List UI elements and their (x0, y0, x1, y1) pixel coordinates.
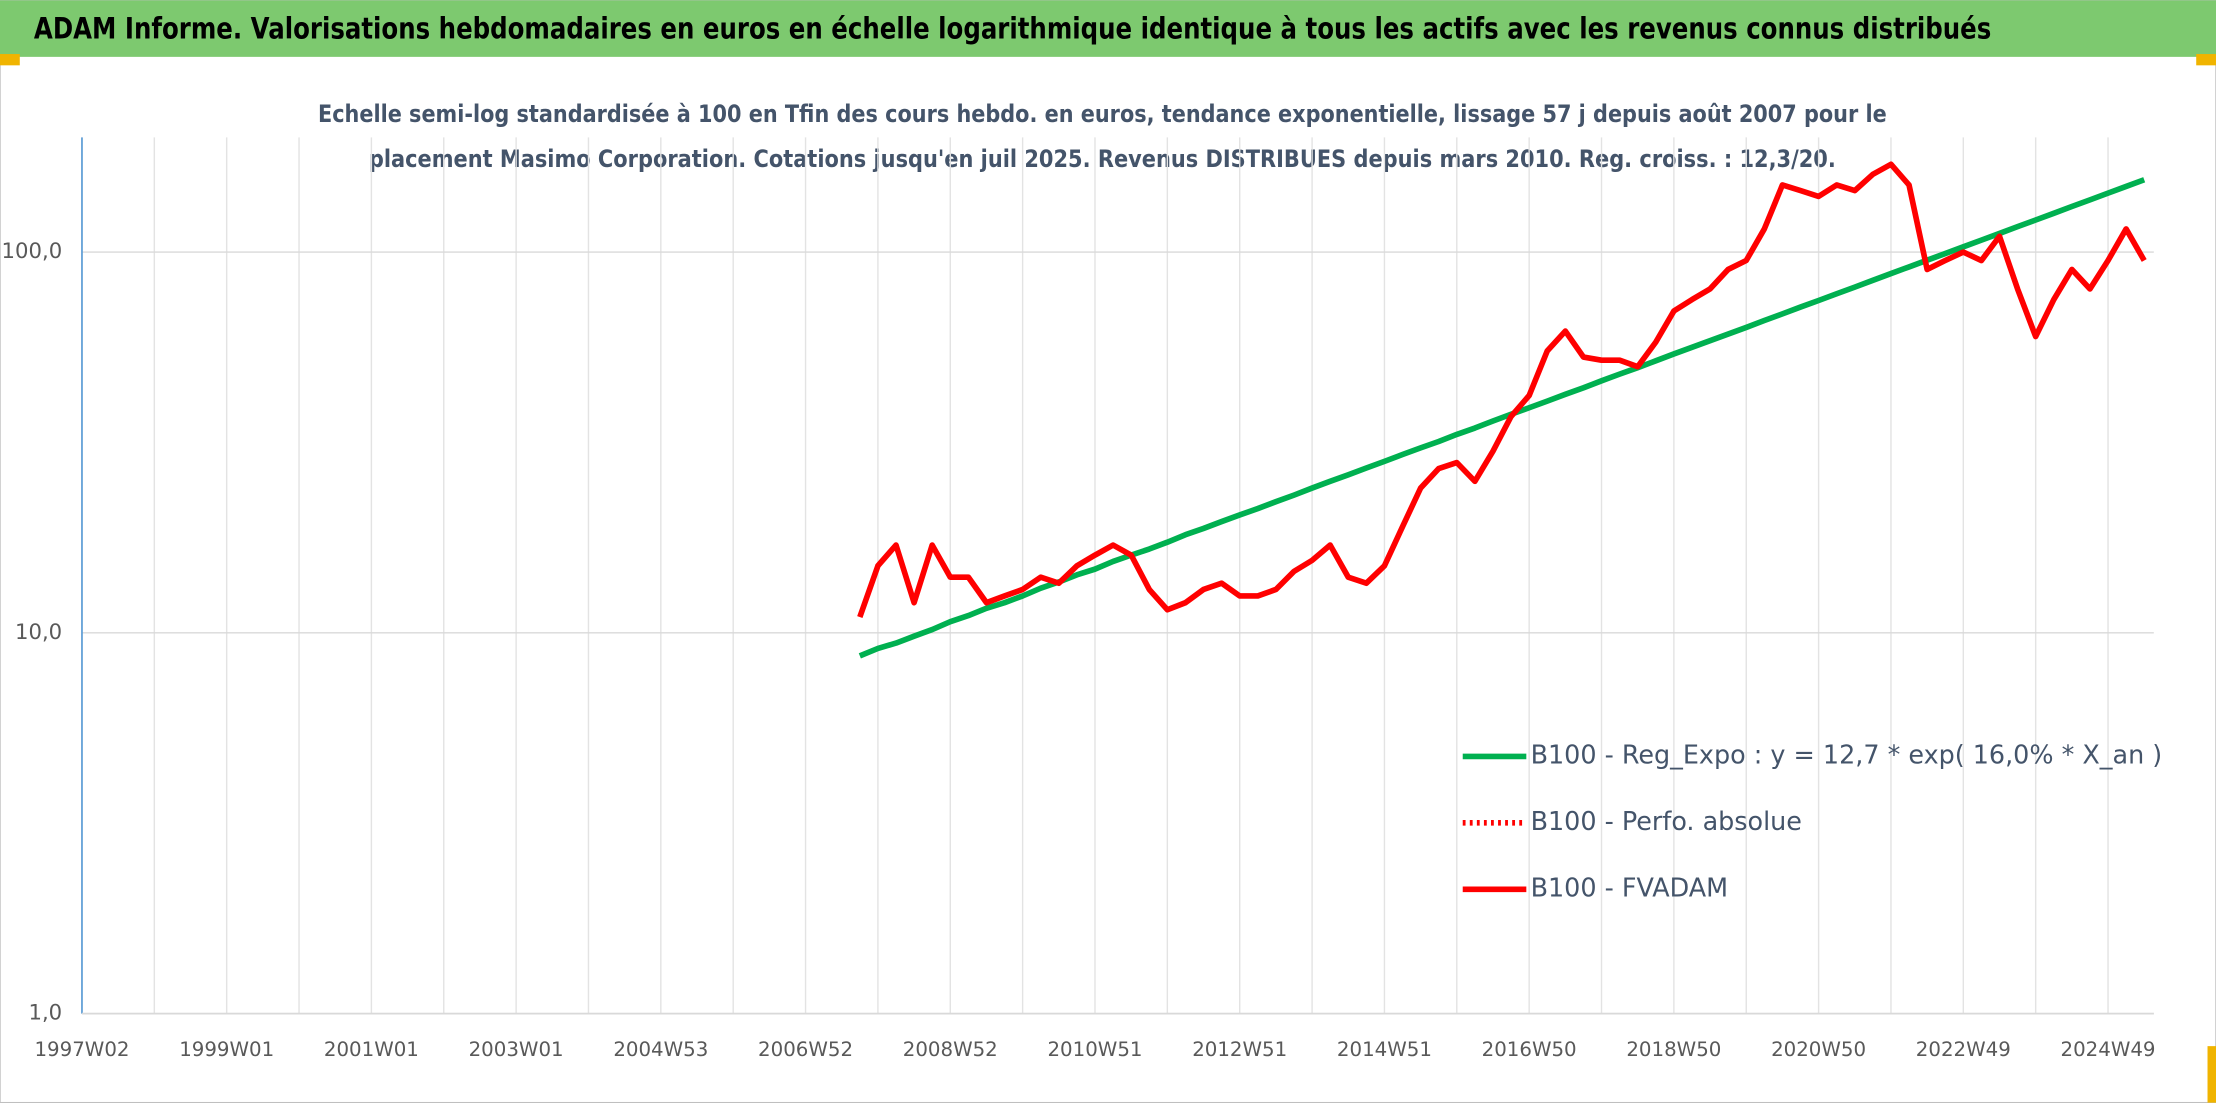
y-tick-label: 10,0 (15, 619, 62, 644)
x-tick-label: 2008W52 (903, 1038, 998, 1061)
corner (2207, 1046, 2216, 1103)
x-tick-label: 2012W51 (1192, 1038, 1287, 1061)
series-line (858, 177, 2146, 659)
x-tick-label: 2004W53 (613, 1038, 708, 1061)
title-banner (0, 0, 2216, 57)
x-tick-label: 2016W50 (1482, 1038, 1577, 1061)
x-tick-label: 2003W01 (469, 1038, 564, 1061)
subtitle: placement Masimo Corporation. Cotations … (369, 145, 1836, 173)
legend-label: B100 - FVADAM (1531, 872, 1729, 902)
legend-label: B100 - Perfo. absolue (1531, 806, 1802, 836)
x-tick-label: 2006W52 (758, 1038, 853, 1061)
subtitle: Echelle semi-log standardisée à 100 en T… (318, 100, 1887, 128)
x-tick-label: 1999W01 (179, 1038, 274, 1061)
legend-label: B100 - Reg_Expo : y = 12,7 * exp( 16,0% … (1531, 739, 2163, 769)
corner (2196, 54, 2216, 66)
x-tick-label: 2014W51 (1337, 1038, 1432, 1061)
series-line (857, 161, 2147, 619)
y-tick-label: 100,0 (2, 238, 63, 263)
corner (0, 54, 20, 66)
x-tick-label: 2010W51 (1047, 1038, 1142, 1061)
x-tick-label: 1997W02 (34, 1038, 129, 1061)
x-tick-label: 2018W50 (1626, 1038, 1721, 1061)
x-tick-label: 2001W01 (324, 1038, 419, 1061)
y-tick-label: 1,0 (28, 1000, 62, 1025)
x-tick-label: 2020W50 (1771, 1038, 1866, 1061)
x-tick-label: 2022W49 (1916, 1038, 2011, 1061)
chart-title: ADAM Informe. Valorisations hebdomadaire… (34, 11, 1991, 46)
x-tick-label: 2024W49 (2061, 1038, 2156, 1061)
